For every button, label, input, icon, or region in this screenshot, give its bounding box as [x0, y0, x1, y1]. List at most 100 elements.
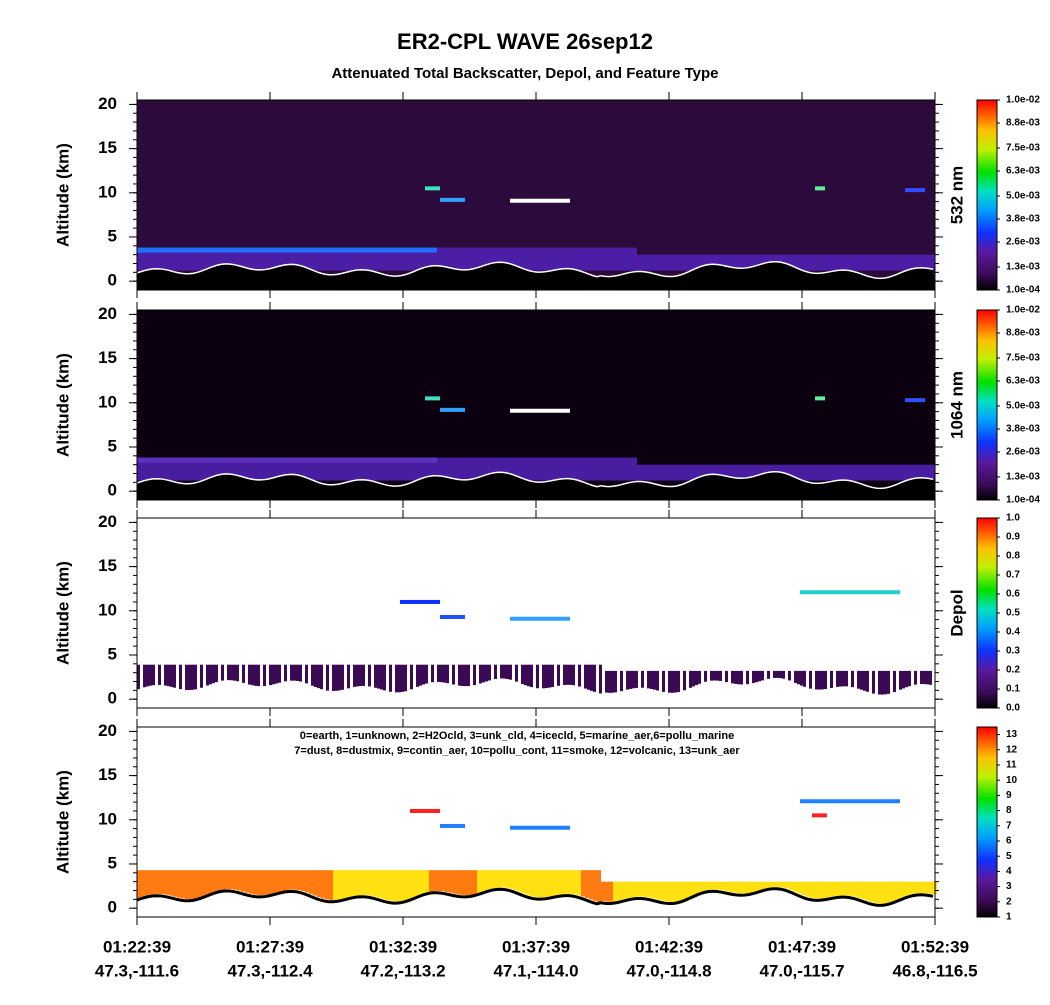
depol-column — [749, 670, 752, 684]
depol-column — [347, 664, 350, 689]
feature-column — [857, 881, 861, 898]
feature-column — [245, 870, 249, 893]
feature-column — [789, 881, 793, 890]
feature-column — [633, 881, 637, 898]
feature-column — [577, 870, 581, 896]
depol-column — [239, 664, 242, 683]
depol-column — [209, 664, 212, 685]
depol-column — [815, 670, 818, 690]
feature-column — [293, 870, 297, 890]
depol-column — [326, 664, 329, 691]
feature-column — [749, 881, 753, 893]
y-axis-label: Altitude (km) — [53, 561, 72, 665]
feature-column — [825, 881, 829, 898]
feature-column — [541, 870, 545, 898]
feature-column — [165, 870, 169, 895]
feature-column — [569, 870, 573, 894]
depol-column — [806, 670, 809, 688]
colorbar-label: 1064 nm — [947, 371, 966, 439]
depol-column — [857, 670, 860, 689]
depol-column — [179, 664, 182, 690]
depol-column — [356, 664, 359, 687]
depol-column — [329, 664, 332, 691]
depol-column — [881, 670, 884, 695]
depol-column — [308, 664, 311, 685]
colorbar-tick-label: 5.0e-03 — [1006, 401, 1040, 412]
aerosol-layer-top — [137, 247, 437, 253]
depol-column — [566, 664, 569, 685]
depol-column — [665, 670, 668, 693]
feature-column — [305, 870, 309, 893]
depol-column — [668, 670, 671, 693]
depol-column — [467, 664, 470, 687]
depol-column — [800, 670, 803, 686]
depol-column — [509, 664, 512, 680]
x-tick-label: 01:52:39 — [901, 937, 969, 956]
colorbar-tick-label: 0.9 — [1006, 532, 1020, 543]
y-tick-label: 15 — [98, 348, 117, 367]
depol-column — [149, 664, 152, 686]
depol-column — [155, 664, 158, 685]
feature-column — [829, 881, 833, 898]
depol-column — [485, 664, 488, 682]
feature-column — [537, 870, 541, 898]
feature-column — [773, 881, 777, 887]
depol-column — [392, 664, 395, 693]
depol-column — [722, 670, 725, 682]
feature-column — [229, 870, 233, 890]
depol-column — [809, 670, 812, 689]
ground-line — [136, 887, 934, 907]
feature-column — [545, 870, 549, 898]
feature-column — [329, 870, 333, 900]
feature-legend: 7=dust, 8=dustmix, 9=contin_aer, 10=poll… — [294, 745, 740, 757]
feature-column — [185, 870, 189, 899]
depol-column — [719, 670, 722, 681]
colorbar-tick-label: 13 — [1006, 729, 1018, 740]
depol-column — [368, 664, 371, 687]
depol-column — [932, 670, 935, 686]
cloud — [815, 186, 825, 191]
depol-column — [137, 664, 140, 690]
feature-column — [397, 870, 401, 902]
feature-column — [261, 870, 265, 896]
depol-column — [611, 670, 614, 693]
depol-column — [539, 664, 542, 689]
feature-column — [845, 881, 849, 896]
y-tick-label: 10 — [98, 809, 117, 828]
feature-column — [325, 870, 329, 900]
feature-column — [509, 870, 513, 889]
y-tick-label: 5 — [108, 644, 117, 663]
depol-column — [683, 670, 686, 691]
depol-column — [353, 664, 356, 687]
cloud — [400, 599, 440, 604]
depol-column — [578, 664, 581, 687]
feature-column — [429, 870, 433, 892]
depol-column — [515, 664, 518, 682]
depol-column — [383, 664, 386, 691]
depol-column — [791, 670, 794, 682]
feature-column — [257, 870, 261, 896]
depol-column — [920, 670, 923, 685]
feature-column — [465, 870, 469, 896]
feature-column — [217, 870, 221, 891]
depol-column — [365, 664, 368, 687]
feature-column — [441, 870, 445, 892]
depol-column — [572, 664, 575, 686]
ground-line — [136, 260, 934, 280]
depol-column — [803, 670, 806, 687]
depol-column — [452, 664, 455, 685]
feature-column — [585, 870, 589, 898]
depol-column — [767, 670, 770, 679]
cloud — [510, 408, 570, 413]
feature-column — [925, 881, 929, 894]
feature-column — [349, 870, 353, 897]
colorbar-tick-label: 8.8e-03 — [1006, 328, 1040, 339]
feature-column — [681, 881, 685, 901]
feature-column — [921, 881, 925, 894]
feature-column — [365, 870, 369, 896]
depol-column — [188, 664, 191, 691]
depol-column — [410, 664, 413, 690]
feature-column — [673, 881, 677, 902]
feature-column — [621, 881, 625, 900]
x-tick-label: 01:32:39 — [369, 937, 437, 956]
